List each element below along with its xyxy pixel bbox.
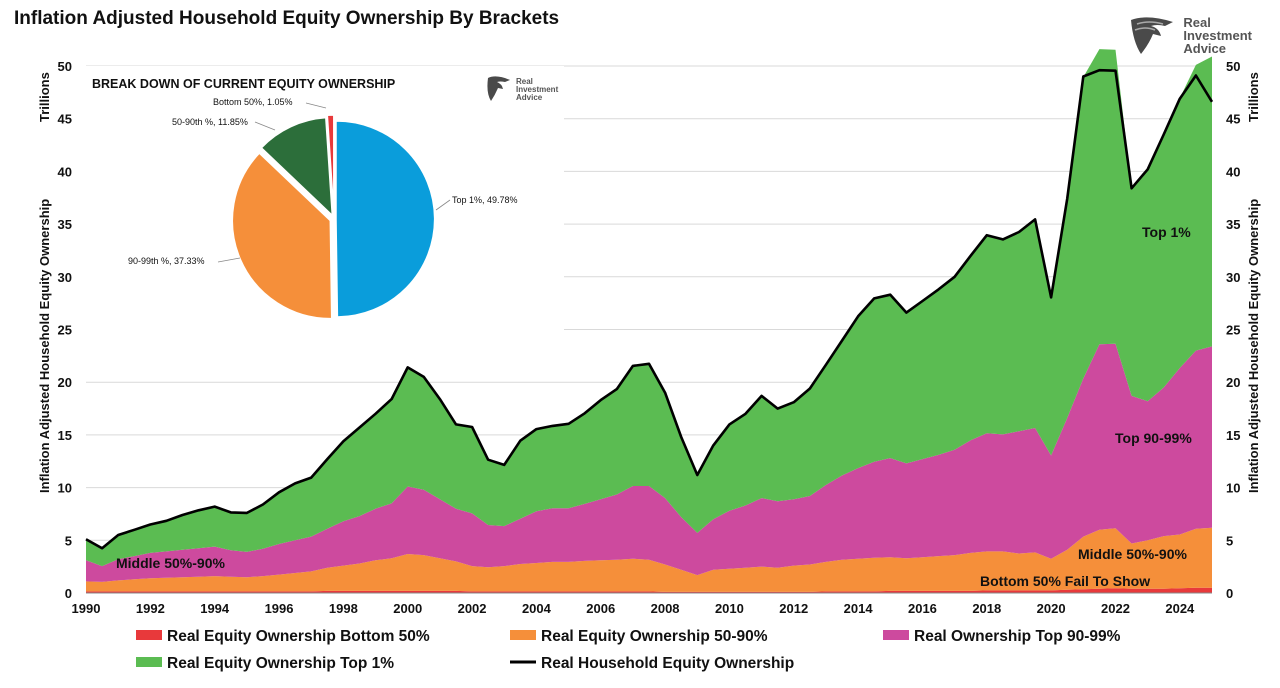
y-tick-right: 35 (1226, 217, 1240, 232)
y-tick-left: 40 (58, 164, 72, 179)
x-tick-label: 2024 (1165, 601, 1195, 616)
x-tick-label: 2010 (715, 601, 744, 616)
logo-line: Investment (1183, 27, 1252, 43)
pie-logo-line: Advice (516, 93, 543, 102)
pie-label-top1: Top 1%, 49.78% (452, 195, 518, 205)
x-tick-label: 2002 (458, 601, 487, 616)
legend-swatch-bottom50 (136, 630, 162, 640)
y-tick-left: 20 (58, 375, 72, 390)
x-tick-label: 2012 (779, 601, 808, 616)
legend-swatch-90-99 (883, 630, 909, 640)
legend: Real Equity Ownership Bottom 50% Real Eq… (136, 628, 1121, 672)
annotation-top1: Top 1% (1142, 224, 1191, 240)
annotation-middle-right: Middle 50%-90% (1078, 546, 1187, 562)
x-tick-label: 1990 (72, 601, 101, 616)
pie-slice-50-90 (260, 116, 334, 218)
pie-label-bottom50: Bottom 50%, 1.05% (213, 97, 293, 107)
brand-logo: Real Investment Advice (1127, 14, 1252, 56)
logo-line: Real (1183, 14, 1211, 30)
y-axis-unit-right: Trillions (1246, 72, 1261, 122)
legend-label-50-90: Real Equity Ownership 50-90% (541, 628, 768, 645)
pie-slice-90-99 (231, 152, 333, 320)
y-tick-left: 15 (58, 428, 72, 443)
y-axis-unit-left: Trillions (37, 72, 52, 122)
x-tick-label: 2014 (844, 601, 874, 616)
x-tick-label: 1996 (265, 601, 294, 616)
x-tick-label: 1992 (136, 601, 165, 616)
legend-label-bottom50: Real Equity Ownership Bottom 50% (167, 628, 430, 645)
pie-title: BREAK DOWN OF CURRENT EQUITY OWNERSHIP (92, 77, 395, 91)
logo-line: Advice (1183, 40, 1226, 56)
y-tick-right: 0 (1226, 586, 1233, 601)
y-tick-left: 30 (58, 270, 72, 285)
pie-logo-line: Investment (516, 85, 559, 94)
annotation-bottom50: Bottom 50% Fail To Show (980, 573, 1150, 589)
pie-leader-line (305, 102, 327, 109)
eagle-head-icon (1131, 17, 1174, 54)
y-tick-right: 30 (1226, 270, 1240, 285)
pie-slice-bottom50 (326, 114, 335, 214)
pie-slice-top1 (335, 120, 436, 318)
legend-label-90-99: Real Ownership Top 90-99% (914, 628, 1121, 645)
y-tick-left: 50 (58, 59, 72, 74)
brand-logo-text: Real Investment Advice (1183, 16, 1252, 55)
area-bottom50 (86, 587, 1212, 593)
x-tick-label: 1994 (200, 601, 230, 616)
x-tick-label: 2008 (651, 601, 680, 616)
y-tick-left: 10 (58, 481, 72, 496)
eagle-head-icon (487, 76, 510, 101)
area-top1 (86, 49, 1212, 567)
x-tick-label: 2004 (522, 601, 552, 616)
y-tick-left: 35 (58, 217, 72, 232)
y-tick-right: 5 (1226, 533, 1233, 548)
y-tick-left: 0 (65, 586, 72, 601)
x-tick-label: 2000 (393, 601, 422, 616)
y-axis-title-left: Inflation Adjusted Household Equity Owne… (37, 199, 52, 493)
y-tick-right: 10 (1226, 481, 1240, 496)
x-tick-label: 2016 (908, 601, 937, 616)
pie-logo: Real Investment Advice (487, 76, 559, 102)
y-tick-right: 40 (1226, 164, 1240, 179)
y-axis-title-right: Inflation Adjusted Household Equity Owne… (1246, 199, 1261, 493)
y-tick-right: 25 (1226, 323, 1240, 338)
pie-leader-line (217, 257, 241, 263)
pie-leader-line (254, 121, 276, 131)
pie-leader-line (435, 199, 451, 211)
y-tick-right: 15 (1226, 428, 1240, 443)
y-tick-right: 50 (1226, 59, 1240, 74)
area-90-99 (86, 343, 1212, 582)
pie-label-90-99: 90-99th %, 37.33% (128, 256, 205, 266)
x-tick-label: 2020 (1037, 601, 1066, 616)
legend-swatch-top1 (136, 657, 162, 667)
y-tick-right: 20 (1226, 375, 1240, 390)
y-tick-left: 5 (65, 533, 72, 548)
x-tick-label: 1998 (329, 601, 358, 616)
x-tick-label: 2006 (586, 601, 615, 616)
legend-label-total: Real Household Equity Ownership (541, 655, 794, 672)
pie-label-50-90: 50-90th %, 11.85% (172, 117, 248, 127)
total-line (85, 68, 1214, 550)
pie-logo-line: Real (516, 77, 533, 86)
annotation-middle-left: Middle 50%-90% (116, 555, 225, 571)
chart-title: Inflation Adjusted Household Equity Owne… (14, 8, 560, 29)
annotation-top90-99: Top 90-99% (1115, 430, 1192, 446)
area-50-90 (86, 527, 1212, 592)
y-tick-left: 25 (58, 323, 72, 338)
legend-swatch-50-90 (510, 630, 536, 640)
x-tick-label: 2022 (1101, 601, 1130, 616)
y-tick-right: 45 (1226, 112, 1240, 127)
legend-label-top1: Real Equity Ownership Top 1% (167, 655, 394, 672)
y-tick-left: 45 (58, 112, 72, 127)
x-tick-label: 2018 (972, 601, 1001, 616)
